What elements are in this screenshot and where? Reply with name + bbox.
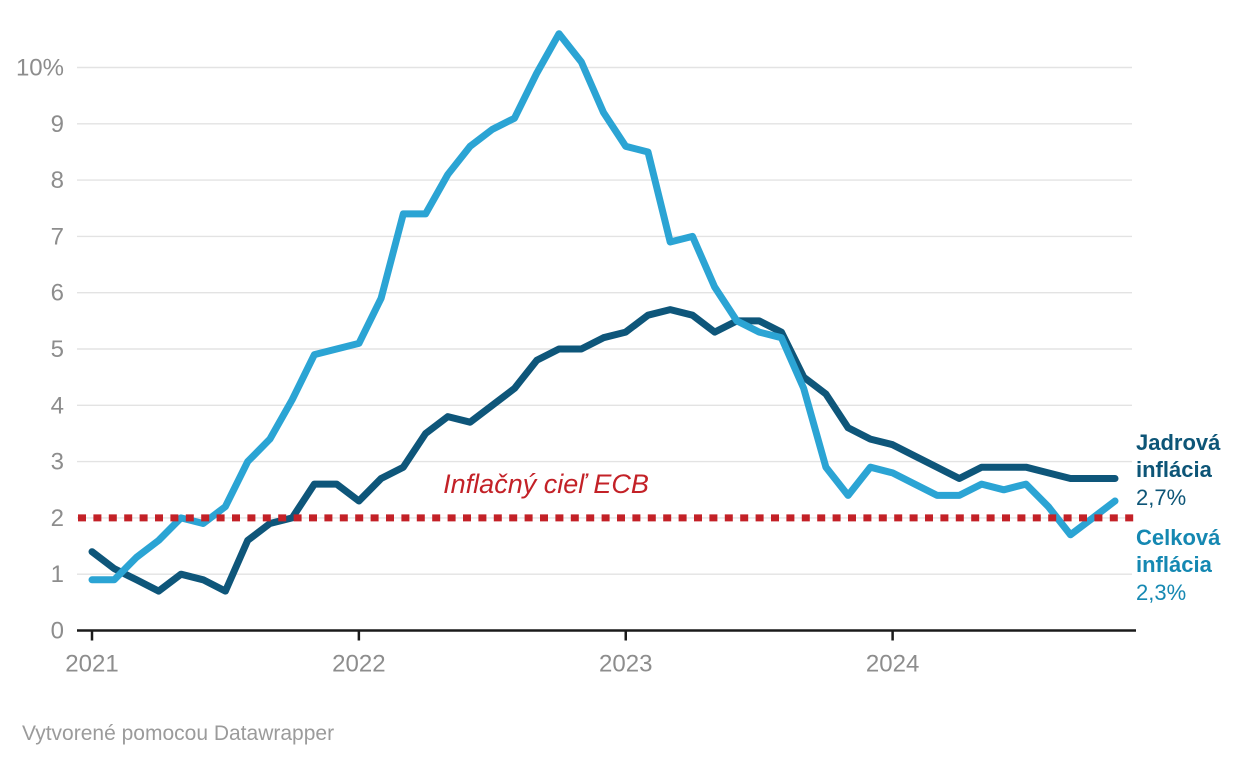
y-axis-label: 9	[51, 111, 64, 138]
series-end-value-jadrova: 2,7%	[1136, 485, 1187, 510]
series-label-jadrova: Jadrová inflácia 2,7%	[1136, 429, 1240, 511]
y-axis-label: 3	[51, 449, 64, 476]
y-axis-label: 0	[51, 618, 64, 645]
y-axis-label: 2	[51, 505, 64, 532]
y-axis-label: 7	[51, 223, 64, 250]
series-line-jadrova	[88, 306, 1119, 595]
y-axis-label: 5	[51, 336, 64, 363]
series-line-celkova	[88, 30, 1119, 584]
y-axis-label: 8	[51, 167, 64, 194]
x-axis-label: 2021	[65, 651, 118, 678]
datawrapper-credit-link[interactable]: Vytvorené pomocou Datawrapper	[22, 722, 335, 745]
series-name-celkova: Celková inflácia	[1136, 525, 1221, 577]
series-name-jadrova: Jadrová inflácia	[1136, 430, 1221, 482]
series-label-celkova: Celková inflácia 2,3%	[1136, 524, 1240, 606]
y-axis-label: 1	[51, 561, 64, 588]
series-end-value-celkova: 2,3%	[1136, 580, 1187, 605]
ecb-target-annotation: Inflačný cieľ ECB	[443, 469, 649, 499]
y-axis-label: 4	[51, 392, 64, 419]
x-axis-label: 2022	[332, 651, 385, 678]
y-axis-label: 10%	[16, 55, 64, 82]
x-axis-label: 2024	[866, 651, 919, 678]
x-axis-label: 2023	[599, 651, 652, 678]
y-axis-label: 6	[51, 280, 64, 307]
